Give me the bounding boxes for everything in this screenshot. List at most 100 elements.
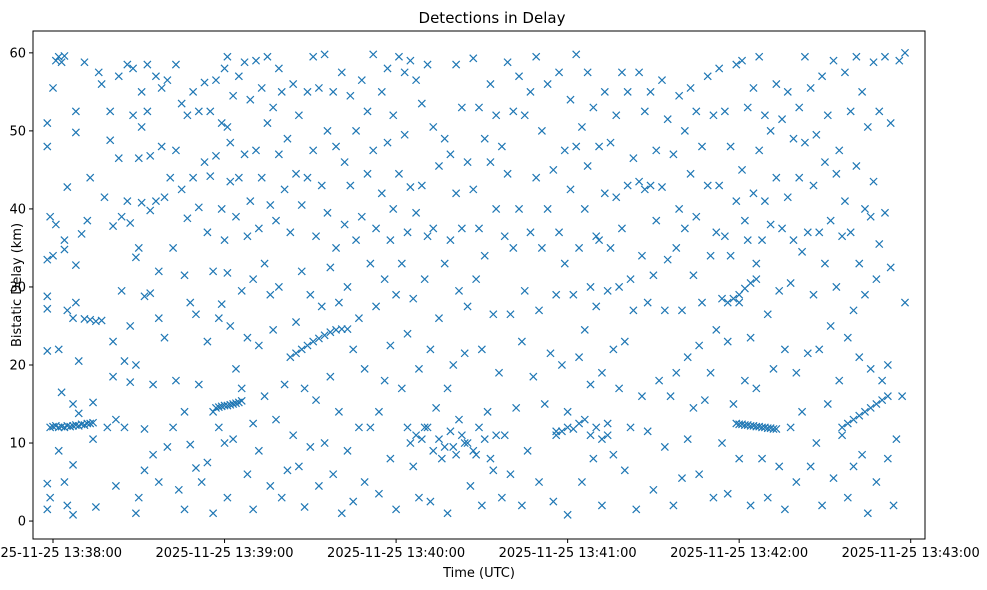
y-tick-label: 60 (9, 46, 26, 61)
data-point (789, 134, 798, 143)
data-point (649, 485, 658, 494)
data-point (89, 435, 98, 444)
data-point (149, 450, 158, 459)
data-point (738, 56, 747, 65)
data-point (657, 183, 666, 192)
data-point (246, 95, 255, 104)
data-point (489, 466, 498, 475)
data-point (480, 134, 489, 143)
data-point (863, 509, 872, 518)
data-point (629, 306, 638, 315)
data-point (780, 345, 789, 354)
data-point (454, 286, 464, 295)
data-point (686, 169, 695, 178)
data-point (397, 259, 406, 268)
data-point (612, 193, 621, 202)
data-point (189, 173, 198, 182)
data-point (546, 349, 555, 358)
data-point (600, 87, 609, 96)
data-point (277, 493, 286, 502)
data-point (340, 220, 349, 229)
data-point (349, 345, 358, 354)
data-point (723, 337, 732, 346)
data-point (137, 122, 146, 132)
data-point (120, 357, 129, 366)
data-point (283, 134, 292, 143)
data-point (860, 407, 869, 416)
data-point (46, 493, 55, 502)
data-point (412, 208, 421, 217)
data-point (666, 392, 675, 401)
data-point (226, 400, 235, 409)
data-point (297, 200, 306, 210)
data-point (535, 306, 544, 315)
data-point (729, 294, 738, 303)
data-point (812, 130, 821, 139)
data-point (646, 87, 655, 96)
data-point (852, 161, 861, 171)
data-point (366, 423, 375, 432)
data-point (606, 138, 615, 147)
data-point (872, 399, 881, 409)
data-point (180, 407, 189, 416)
data-point (249, 419, 258, 428)
x-axis-title: Time (UTC) (442, 566, 515, 581)
data-point (649, 271, 658, 280)
data-point (720, 107, 729, 116)
data-point (314, 334, 323, 343)
data-point (655, 376, 664, 385)
data-point (660, 442, 669, 451)
data-point (249, 505, 258, 514)
data-point (818, 501, 827, 510)
data-point (380, 376, 389, 385)
data-point (443, 384, 452, 393)
data-point (492, 431, 501, 440)
data-point (875, 240, 884, 249)
data-point (389, 111, 398, 120)
data-point (146, 151, 155, 160)
data-point (769, 364, 778, 373)
data-point (191, 463, 200, 473)
data-point (803, 228, 812, 237)
data-point (137, 198, 146, 207)
data-point (114, 154, 123, 163)
data-point (469, 446, 478, 455)
data-point (557, 360, 566, 370)
data-point (580, 204, 589, 213)
data-point (183, 214, 192, 223)
data-point (740, 216, 749, 225)
data-point (120, 423, 129, 432)
data-point (412, 431, 421, 440)
data-point (300, 384, 309, 393)
data-point (48, 251, 58, 260)
data-point (798, 247, 807, 256)
data-point (463, 438, 472, 448)
data-point (217, 300, 226, 309)
data-point (214, 423, 223, 432)
data-point (832, 169, 841, 178)
data-point (403, 329, 412, 338)
data-point (280, 380, 289, 389)
x-tick-label: 2025-11-25 13:39:00 (156, 546, 294, 561)
data-point (700, 396, 709, 405)
data-point (675, 204, 684, 213)
data-point (460, 438, 469, 448)
data-point (266, 200, 275, 210)
data-point (440, 134, 449, 143)
data-point (743, 103, 752, 112)
data-point (835, 146, 844, 155)
data-point (755, 146, 764, 155)
data-point (543, 204, 552, 213)
data-point (117, 212, 126, 221)
data-point (54, 446, 63, 455)
data-point (160, 333, 169, 342)
data-point (97, 80, 106, 89)
x-tick-label: 2025-11-25 13:40:00 (327, 546, 465, 561)
data-point (849, 415, 858, 424)
data-point (314, 481, 323, 490)
data-point (180, 271, 189, 280)
data-point (423, 423, 432, 432)
data-point (320, 50, 329, 59)
data-point (626, 423, 635, 432)
data-point (303, 87, 312, 96)
